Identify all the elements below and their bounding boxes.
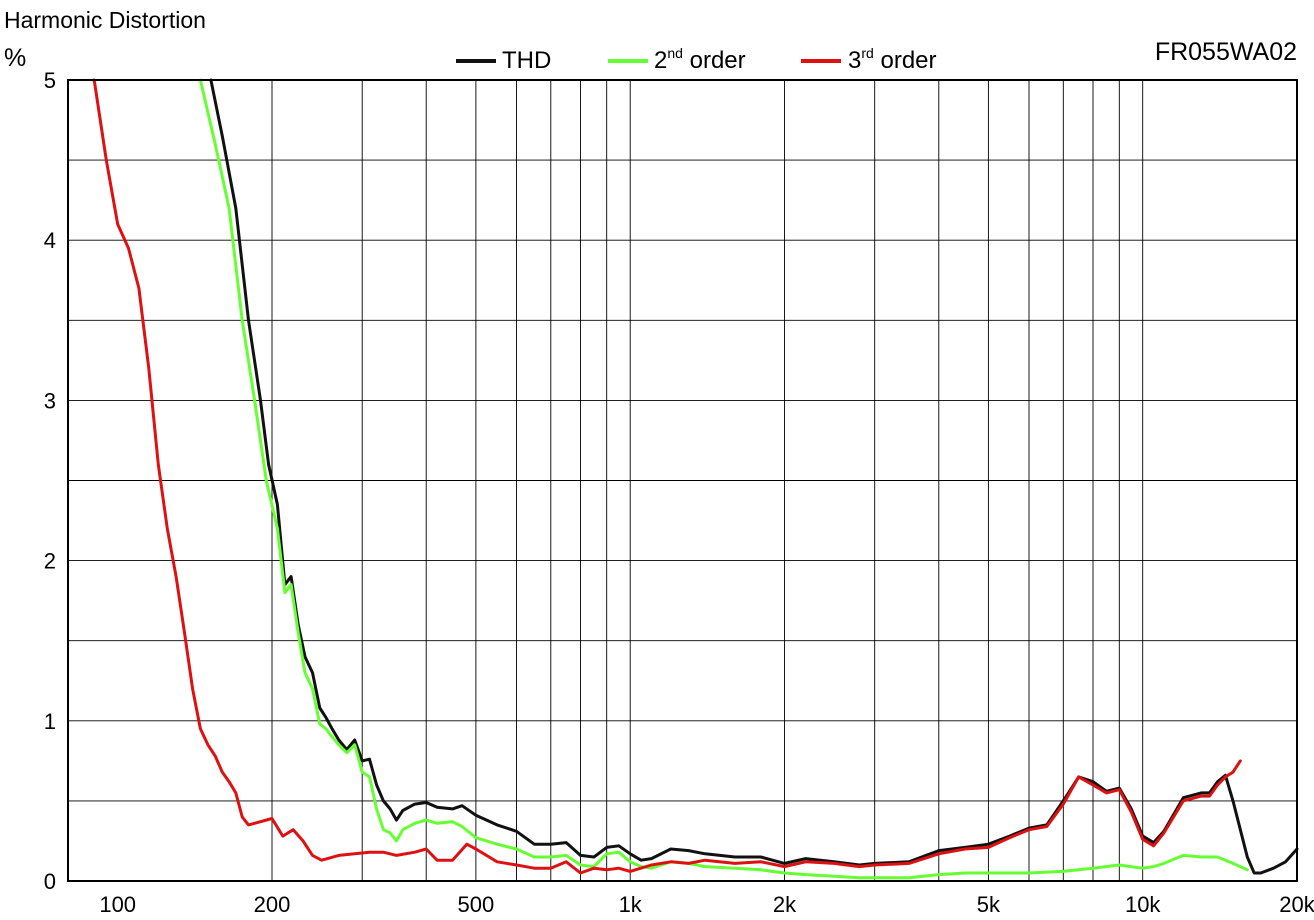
legend-3rd-sup: rd <box>861 45 873 61</box>
y-tick-label: 1 <box>44 709 56 734</box>
series-line-thd <box>209 78 1299 875</box>
legend-2nd-sup: nd <box>667 45 683 61</box>
y-tick-label: 3 <box>44 388 56 413</box>
legend-item-2nd-order: 2nd order <box>608 45 746 74</box>
series-line-2nd-order <box>198 78 1249 880</box>
legend-label-3rd-order: 3rd order <box>848 45 937 74</box>
x-tick-labels: 100 200 500 1k 2k 5k 10k 20k <box>99 892 1314 917</box>
legend-3rd-suffix: order <box>874 47 937 74</box>
x-tick-label: 10k <box>1125 892 1161 917</box>
chart-title: Harmonic Distortion <box>4 7 206 33</box>
y-tick-label: 5 <box>44 68 56 93</box>
legend-3rd-number: 3 <box>848 47 861 74</box>
series-line-3rd-order <box>92 78 1242 875</box>
legend-label-2nd-order: 2nd order <box>654 45 746 74</box>
legend-item-thd: THD <box>456 47 551 74</box>
y-tick-labels: 0 1 2 3 4 5 <box>44 68 56 894</box>
legend: THD 2nd order 3rd order <box>456 45 937 74</box>
legend-label-thd-text: THD <box>502 47 551 74</box>
y-tick-label: 4 <box>44 228 56 253</box>
y-axis-label: % <box>4 44 26 72</box>
y-tick-label: 2 <box>44 549 56 574</box>
x-tick-label: 5k <box>977 892 1001 917</box>
legend-2nd-suffix: order <box>683 47 746 74</box>
x-tick-label: 100 <box>99 892 136 917</box>
x-tick-label: 1k <box>619 892 643 917</box>
x-tick-label: 200 <box>254 892 291 917</box>
legend-label-thd: THD <box>502 47 551 74</box>
legend-2nd-number: 2 <box>654 47 667 74</box>
series-lines <box>92 78 1299 880</box>
x-tick-label: 20k <box>1279 892 1314 917</box>
plot-frame <box>67 79 1298 882</box>
legend-item-3rd-order: 3rd order <box>801 45 937 74</box>
grid-lines <box>68 80 1297 881</box>
model-label: FR055WA02 <box>1155 38 1297 66</box>
x-tick-label: 2k <box>773 892 797 917</box>
y-tick-label: 0 <box>44 869 56 894</box>
x-tick-label: 500 <box>458 892 495 917</box>
